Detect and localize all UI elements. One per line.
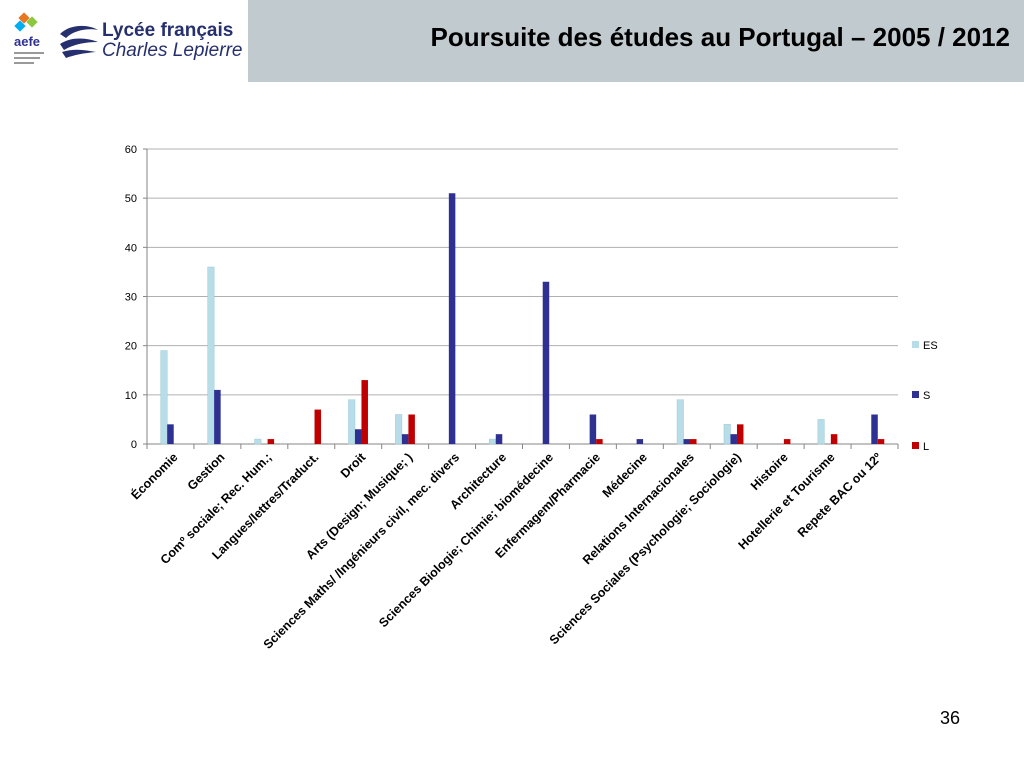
bar-s xyxy=(730,434,737,444)
bar-es xyxy=(348,399,356,445)
category-label: Économie xyxy=(128,449,181,502)
bar-l xyxy=(783,439,791,444)
legend-swatch-s xyxy=(912,391,919,398)
legend-label-es: ES xyxy=(923,340,938,352)
legend-label-l: L xyxy=(923,441,929,453)
bar-s xyxy=(871,414,878,444)
bar-s xyxy=(167,424,174,444)
aefe-logo: aefe xyxy=(14,12,44,64)
bar-l xyxy=(408,414,415,444)
logo-area: aefe Lycée français Charles Lepierre xyxy=(0,0,248,82)
bar-s xyxy=(448,193,456,444)
bar-es xyxy=(817,419,825,445)
bar-s xyxy=(589,414,597,444)
legend-swatch-es xyxy=(912,341,919,348)
bar-l xyxy=(736,424,744,444)
bar-es xyxy=(489,438,497,445)
bar-es xyxy=(160,350,168,445)
category-label: Histoire xyxy=(748,450,791,493)
y-tick-label: 50 xyxy=(125,193,137,205)
school-logo: Lycée français Charles Lepierre xyxy=(58,18,242,64)
school-name-line2: Charles Lepierre xyxy=(102,40,243,61)
bar-es xyxy=(676,399,684,445)
bar-s xyxy=(401,434,409,444)
slide-title: Poursuite des études au Portugal – 2005 … xyxy=(430,22,1010,52)
category-label: Droit xyxy=(338,450,369,481)
y-tick-label: 60 xyxy=(125,144,137,156)
bar-s xyxy=(542,281,550,444)
swoosh-icon xyxy=(60,25,98,58)
aefe-logo-text: aefe xyxy=(14,34,40,49)
page-number: 36 xyxy=(940,708,961,728)
bar-l xyxy=(314,409,322,444)
bar-es xyxy=(395,414,403,445)
category-label: Gestion xyxy=(185,450,228,493)
title-bar: Poursuite des études au Portugal – 2005 … xyxy=(248,0,1024,82)
y-tick-label: 30 xyxy=(125,292,137,304)
bar-l xyxy=(877,439,885,444)
bar-s xyxy=(354,429,362,444)
bar-l xyxy=(361,380,368,444)
legend-label-s: S xyxy=(923,390,930,402)
legend-swatch-l xyxy=(912,442,919,449)
category-label: Sciences Biologie; Chimie; biomédecine xyxy=(376,450,556,630)
bar-l xyxy=(830,434,838,444)
bar-s xyxy=(214,389,221,444)
y-tick-label: 40 xyxy=(125,242,137,254)
bar-es xyxy=(207,266,215,445)
category-label: Médecine xyxy=(600,450,650,500)
y-tick-label: 0 xyxy=(131,439,137,451)
bar-s xyxy=(495,434,503,444)
bar-es xyxy=(254,438,262,445)
bar-s xyxy=(683,439,691,444)
bar-s xyxy=(636,439,644,444)
bar-l xyxy=(690,439,697,444)
bar-l xyxy=(596,439,603,444)
school-name-line1: Lycée français xyxy=(102,20,234,41)
y-tick-label: 10 xyxy=(125,390,137,402)
bar-es xyxy=(723,424,731,445)
bar-l xyxy=(267,439,275,444)
y-tick-label: 20 xyxy=(125,341,137,353)
category-label: Repete BAC ou 12º xyxy=(795,450,885,540)
